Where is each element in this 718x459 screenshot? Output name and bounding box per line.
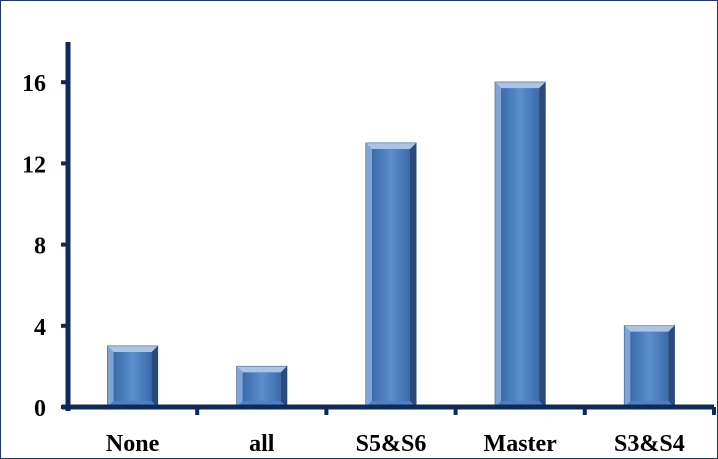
labels-layer: None all S5&S6 Master S3&S4 0 4 8 12 16 (22, 71, 685, 457)
bar-bevel-top (236, 366, 287, 373)
bar-bevel-left (624, 325, 631, 407)
y-tick-label: 8 (34, 234, 46, 260)
bar-face (501, 88, 540, 401)
y-tick-label: 0 (34, 396, 46, 422)
bar-bevel-right (539, 82, 546, 407)
bar-bevel-right (280, 366, 287, 407)
x-tick-label: S5&S6 (356, 431, 427, 457)
y-tick-label: 12 (22, 152, 46, 178)
bar-face (242, 372, 281, 401)
bar-None (107, 345, 159, 408)
bar-bevel-right (668, 325, 675, 407)
y-tick-label: 4 (34, 315, 46, 341)
bar-bevel-top (495, 82, 546, 89)
y-tick-label: 16 (22, 71, 46, 97)
x-tick-label: None (106, 431, 160, 457)
x-tick-label: all (249, 431, 275, 457)
bar-S3&S4 (623, 325, 675, 408)
bar-face (372, 149, 410, 401)
bar-S5&S6 (365, 142, 417, 408)
x-tick-label: S3&S4 (614, 431, 685, 457)
axis-layer (61, 42, 716, 415)
bar-bevel-top (624, 325, 675, 332)
bar-all (236, 365, 288, 408)
bar-face (630, 331, 669, 401)
bar-Master (494, 81, 546, 408)
bar-face (113, 352, 152, 401)
bar-bevel-left (107, 346, 114, 407)
bar-bevel-top (107, 346, 158, 353)
bar-bevel-top (366, 143, 416, 150)
bar-bevel-left (366, 143, 372, 407)
bar-bevel-left (236, 366, 243, 407)
bar-bevel-right (410, 143, 416, 407)
bar-bevel-right (151, 346, 158, 407)
bar-bevel-left (495, 82, 502, 407)
x-tick-label: Master (484, 431, 558, 457)
bars-layer (107, 81, 675, 408)
